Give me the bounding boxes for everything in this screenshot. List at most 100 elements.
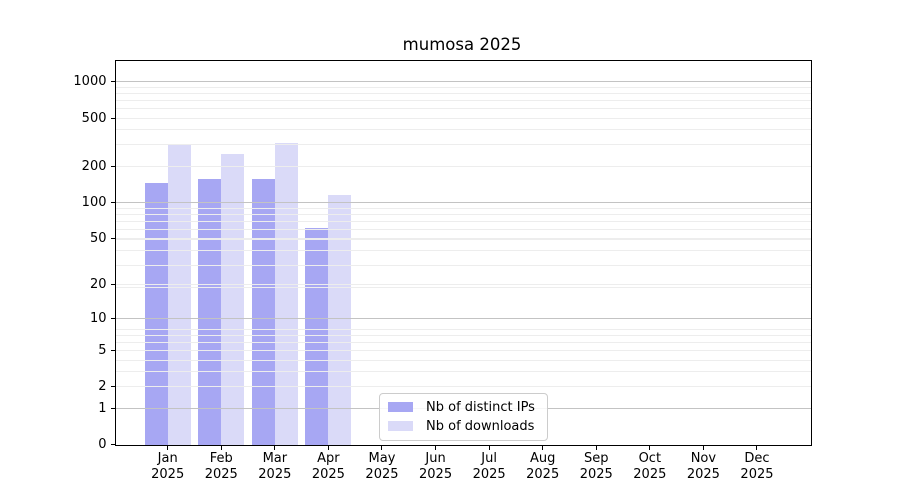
y-tick-mark	[110, 444, 116, 446]
y-tick-mark	[110, 237, 116, 239]
y-tick-mark	[110, 284, 116, 286]
x-tick-label-apr: Apr 2025	[298, 451, 358, 484]
x-tick-month: Oct	[638, 450, 662, 466]
gridline-minor	[115, 359, 811, 361]
gridline-minor	[115, 92, 811, 94]
gridline-minor	[115, 250, 811, 252]
x-tick-month: May	[368, 450, 396, 466]
x-tick-year: 2025	[686, 467, 720, 483]
x-tick-month: Jun	[425, 450, 446, 466]
gridline-minor	[115, 229, 811, 231]
x-tick-month: Mar	[262, 450, 288, 466]
y-tick-label-50: 50	[89, 230, 107, 246]
x-tick-year: 2025	[419, 467, 453, 483]
x-tick-label-jan: Jan 2025	[138, 451, 198, 484]
y-tick-label-100: 100	[81, 194, 107, 210]
x-tick-month: Jul	[481, 450, 497, 466]
gridline-minor	[115, 207, 811, 209]
x-tick-month: Sep	[583, 450, 609, 466]
y-tick-label-5: 5	[98, 343, 107, 359]
x-tick-label-oct: Oct 2025	[620, 451, 680, 484]
y-tick-mark	[110, 386, 116, 388]
y-tick-mark	[110, 81, 116, 83]
y-tick-mark	[110, 407, 116, 409]
gridline-minor	[115, 165, 811, 167]
gridline-minor	[115, 238, 811, 240]
bar-apr-downloads	[328, 195, 352, 445]
gridline-minor	[115, 86, 811, 88]
x-tick-mark	[542, 444, 544, 450]
y-tick-label-10: 10	[89, 311, 107, 327]
y-tick-mark	[110, 201, 116, 203]
x-tick-label-may: May 2025	[352, 451, 412, 484]
x-tick-year: 2025	[579, 467, 613, 483]
x-tick-year: 2025	[472, 467, 506, 483]
legend-entry-downloads: Nb of downloads	[388, 419, 535, 434]
gridline-minor	[115, 386, 811, 388]
x-tick-year: 2025	[633, 467, 667, 483]
x-tick-month: Dec	[744, 450, 770, 466]
bar-feb-distinct-ips	[198, 178, 222, 445]
y-tick-mark	[110, 318, 116, 320]
x-tick-year: 2025	[365, 467, 399, 483]
x-tick-month: Jan	[157, 450, 178, 466]
legend-label-distinct-ips: Nb of distinct IPs	[426, 399, 535, 415]
grid-layer	[115, 61, 811, 445]
x-tick-mark	[649, 444, 651, 450]
x-tick-year: 2025	[258, 467, 292, 483]
plot-area: Nb of distinct IPs Nb of downloads 1000 5…	[73, 60, 812, 482]
x-tick-mark	[381, 444, 383, 450]
gridline-minor	[115, 144, 811, 146]
y-tick-label-1: 1	[98, 400, 107, 416]
gridline-minor	[115, 108, 811, 110]
gridline-minor	[115, 328, 811, 330]
x-tick-label-mar: Mar 2025	[245, 451, 305, 484]
y-tick-mark	[110, 350, 116, 352]
x-tick-year: 2025	[151, 467, 185, 483]
x-tick-month: Aug	[529, 450, 556, 466]
legend-label-downloads: Nb of downloads	[426, 418, 535, 434]
bar-mar-downloads	[274, 143, 298, 445]
x-tick-mark	[488, 444, 490, 450]
x-tick-year: 2025	[311, 467, 345, 483]
gridline-major	[115, 81, 811, 83]
x-tick-label-sep: Sep 2025	[566, 451, 626, 484]
x-tick-mark	[702, 444, 704, 450]
gridline-major	[115, 201, 811, 203]
y-tick-label-200: 200	[81, 158, 107, 174]
x-tick-label-jun: Jun 2025	[406, 451, 466, 484]
legend-entry-distinct-ips: Nb of distinct IPs	[388, 400, 535, 415]
gridline-minor	[115, 99, 811, 101]
gridline-minor	[115, 334, 811, 336]
gridline-minor	[115, 286, 811, 288]
gridline-minor	[115, 371, 811, 373]
y-tick-mark	[110, 165, 116, 167]
gridline-major	[115, 318, 811, 320]
gridline-minor	[115, 237, 811, 239]
gridline-minor	[115, 350, 811, 352]
bar-apr-distinct-ips	[305, 227, 329, 445]
y-tick-label-2: 2	[98, 379, 107, 395]
gridline-minor	[115, 129, 811, 131]
y-tick-label-0: 0	[98, 437, 107, 453]
x-tick-mark	[220, 444, 222, 450]
x-tick-mark	[274, 444, 276, 450]
gridline-minor	[115, 284, 811, 286]
x-tick-year: 2025	[526, 467, 560, 483]
chart-title: mumosa 2025	[402, 35, 522, 54]
x-tick-year: 2025	[740, 467, 774, 483]
x-tick-month: Apr	[317, 450, 340, 466]
bar-mar-distinct-ips	[251, 178, 275, 445]
x-tick-label-jul: Jul 2025	[459, 451, 519, 484]
gridline-minor	[115, 341, 811, 343]
y-tick-label-1000: 1000	[73, 74, 107, 90]
gridline-minor	[115, 265, 811, 267]
x-tick-mark	[327, 444, 329, 450]
x-tick-month: Nov	[690, 450, 717, 466]
legend-swatch-downloads-icon	[388, 420, 413, 432]
y-tick-label-500: 500	[81, 110, 107, 126]
legend: Nb of distinct IPs Nb of downloads	[379, 392, 548, 441]
y-tick-mark	[110, 117, 116, 119]
gridline-minor	[115, 117, 811, 119]
